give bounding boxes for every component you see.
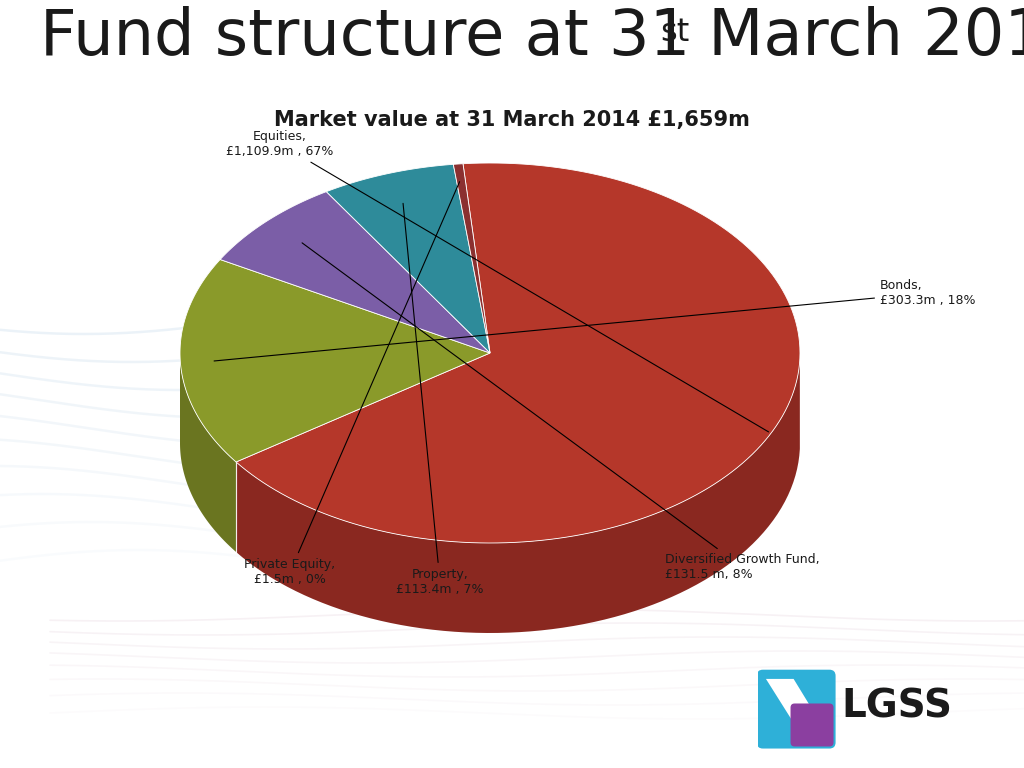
Text: Market value at 31 March 2014 £1,659m: Market value at 31 March 2014 £1,659m: [274, 110, 750, 130]
Polygon shape: [180, 260, 490, 462]
Polygon shape: [454, 164, 490, 353]
Text: Private Equity,
£1.5m , 0%: Private Equity, £1.5m , 0%: [245, 182, 460, 586]
Text: st: st: [660, 17, 689, 48]
FancyBboxPatch shape: [757, 670, 836, 749]
Text: Diversified Growth Fund,
£131.5 m, 8%: Diversified Growth Fund, £131.5 m, 8%: [302, 243, 819, 581]
Polygon shape: [180, 354, 237, 552]
Text: Equities,
£1,109.9m , 67%: Equities, £1,109.9m , 67%: [226, 130, 769, 432]
Text: Property,
£113.4m , 7%: Property, £113.4m , 7%: [396, 204, 483, 596]
Text: Fund structure at 31: Fund structure at 31: [40, 6, 690, 68]
Text: March 2014: March 2014: [688, 6, 1024, 68]
Polygon shape: [220, 192, 490, 353]
Polygon shape: [237, 359, 800, 633]
Text: LGSS: LGSS: [842, 687, 952, 726]
Polygon shape: [327, 164, 490, 353]
Text: Bonds,
£303.3m , 18%: Bonds, £303.3m , 18%: [214, 279, 976, 361]
Polygon shape: [766, 679, 827, 734]
Polygon shape: [237, 163, 800, 543]
FancyBboxPatch shape: [791, 703, 834, 746]
